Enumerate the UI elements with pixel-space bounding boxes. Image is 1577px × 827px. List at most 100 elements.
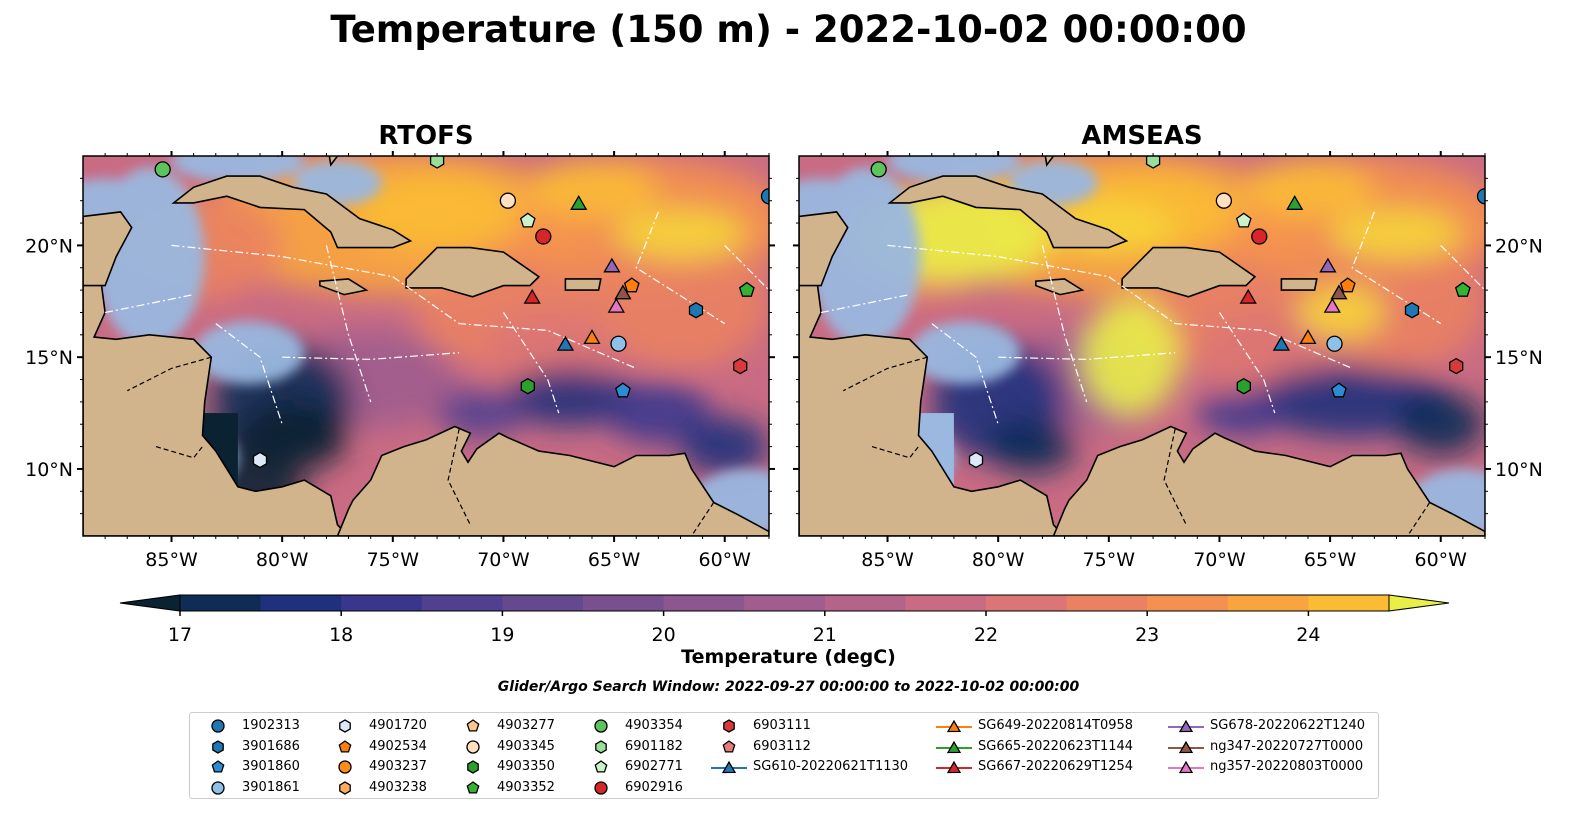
obs-marker-4901720 [252, 451, 268, 469]
search-window-text: Glider/Argo Search Window: 2022-09-27 00… [497, 679, 1080, 695]
legend-label: 6903112 [753, 738, 811, 754]
circle-marker-icon [594, 719, 608, 733]
lon-tick-label: 70°W [1193, 549, 1246, 571]
legend-label: 4903352 [497, 779, 555, 795]
obs-marker-6901182 [429, 156, 445, 169]
legend-label: 4903238 [369, 779, 427, 795]
obs-marker-6903111 [733, 357, 748, 375]
lon-tick-label: 60°W [699, 549, 752, 571]
obs-marker-6902771 [519, 212, 536, 228]
legend-label: 4903277 [497, 718, 555, 733]
legend-label: SG678-20220622T1240 [1210, 718, 1366, 733]
colorbar-tick-label: 20 [652, 624, 676, 646]
obs-marker-ng357-20220803T0000 [607, 297, 625, 313]
legend-label: 6901182 [625, 738, 683, 754]
obs-marker-4903345 [499, 192, 517, 209]
hexagon-marker-icon [339, 780, 351, 795]
lon-tick-label: 85°W [145, 549, 198, 571]
legend-label: SG665-20220623T1144 [978, 738, 1134, 754]
obs-marker-SG667-20220629T1254 [523, 288, 541, 304]
legend-label: ng357-20220803T0000 [1210, 759, 1364, 774]
colorbar-label: Temperature (degC) [681, 646, 896, 668]
obs-marker-3901860 [615, 382, 631, 398]
obs-marker-SG610-20220621T1130 [1272, 335, 1291, 351]
legend-label: SG649-20220814T0958 [978, 718, 1134, 733]
pentagon-marker-icon [211, 760, 225, 773]
hexagon-marker-icon [339, 719, 351, 733]
panel-title-rtofs: RTOFS [378, 121, 474, 151]
obs-marker-6903111 [1449, 357, 1464, 375]
obs-marker-SG678-20220622T1240 [1319, 257, 1337, 273]
obs-marker-ng357-20220803T0000 [1323, 297, 1341, 313]
legend-label: 6902916 [625, 779, 683, 795]
legend-label: 4903354 [625, 718, 683, 733]
obs-marker-SG649-20220814T0958 [583, 329, 601, 345]
lat-tick-label: 20°N [1495, 235, 1543, 257]
obs-marker-4903354 [154, 161, 171, 178]
lon-tick-label: 80°W [256, 549, 309, 571]
pentagon-marker-icon [594, 760, 608, 773]
triangle-marker-icon [936, 719, 972, 733]
obs-marker-6902771 [1235, 212, 1252, 228]
obs-marker-6902916 [1251, 228, 1268, 245]
obs-marker-3901860 [1331, 382, 1347, 398]
obs-marker-3901686 [688, 301, 704, 319]
lat-tick-label: 15°N [1495, 347, 1543, 369]
obs-marker-6902916 [535, 228, 552, 245]
lon-tick-label: 80°W [972, 549, 1025, 571]
legend-label: ng347-20220727T0000 [1210, 738, 1364, 754]
figure-title: Temperature (150 m) - 2022-10-02 00:00:0… [330, 8, 1247, 51]
circle-marker-icon [594, 780, 608, 795]
obs-marker-SG665-20220623T1144 [1286, 194, 1304, 210]
obs-marker-SG610-20220621T1130 [556, 335, 575, 351]
hexagon-marker-icon [723, 719, 735, 733]
lon-tick-label: 75°W [367, 549, 420, 571]
obs-marker-SG649-20220814T0958 [1299, 329, 1317, 345]
obs-marker-3901861 [1326, 335, 1343, 352]
obs-marker-4902534 [1339, 277, 1356, 293]
panel-title-amseas: AMSEAS [1081, 121, 1203, 151]
map-panel-rtofs: 85°W 80°W 75°W 70°W 65°W 60°W 20°N 15°N 10°N [25, 151, 775, 571]
legend-label: 3901686 [242, 738, 300, 754]
legend-label: SG667-20220629T1254 [978, 759, 1134, 774]
lon-tick-label: 75°W [1083, 549, 1136, 571]
legend-label: 4903237 [369, 759, 427, 774]
circle-marker-icon [466, 739, 480, 754]
lon-tick-label: 85°W [861, 549, 914, 571]
obs-marker-3901861 [610, 335, 627, 352]
pentagon-marker-icon [722, 739, 736, 753]
lon-tick-label: 70°W [477, 549, 530, 571]
colorbar-tick-label: 22 [974, 624, 998, 646]
lat-tick-label: 20°N [25, 235, 73, 257]
obs-marker-4901720 [968, 451, 984, 469]
lat-tick-label: 10°N [25, 459, 73, 481]
hexagon-marker-icon [467, 760, 479, 774]
legend-label: 3901861 [242, 779, 300, 795]
legend-label: 3901860 [242, 759, 300, 774]
triangle-marker-icon [1168, 760, 1204, 774]
obs-marker-3901686 [1404, 301, 1420, 319]
colorbar-tick-label: 23 [1135, 624, 1159, 646]
triangle-marker-icon [936, 740, 972, 753]
legend: 1902313 3901686 3901860 3901861 4901720 49025… [189, 712, 1379, 799]
obs-marker-4903350 [1236, 377, 1251, 395]
colorbar-tick-label: 19 [490, 624, 514, 646]
pentagon-marker-icon [338, 739, 352, 753]
obs-marker-4903354 [870, 161, 887, 178]
legend-label: SG610-20220621T1130 [753, 759, 909, 774]
map-panel-amseas: 85°W 80°W 75°W 70°W 65°W 60°W 20°N 15°N 10°N [793, 151, 1543, 571]
lat-tick-label: 10°N [1495, 459, 1543, 481]
legend-label: 4902534 [369, 738, 427, 754]
hexagon-marker-icon [595, 739, 607, 754]
obs-marker-1902313 [760, 188, 769, 205]
legend-label: 1902313 [242, 718, 300, 733]
hexagon-marker-icon [212, 739, 224, 754]
obs-marker-4903352 [1454, 281, 1471, 297]
legend-label: 6902771 [625, 759, 683, 774]
obs-marker-4902534 [623, 277, 640, 293]
colorbar: 17 18 19 20 21 22 23 24 [119, 594, 1450, 646]
colorbar-tick-label: 17 [168, 624, 192, 646]
lon-tick-label: 60°W [1415, 549, 1468, 571]
legend-label: 4903345 [497, 738, 555, 754]
